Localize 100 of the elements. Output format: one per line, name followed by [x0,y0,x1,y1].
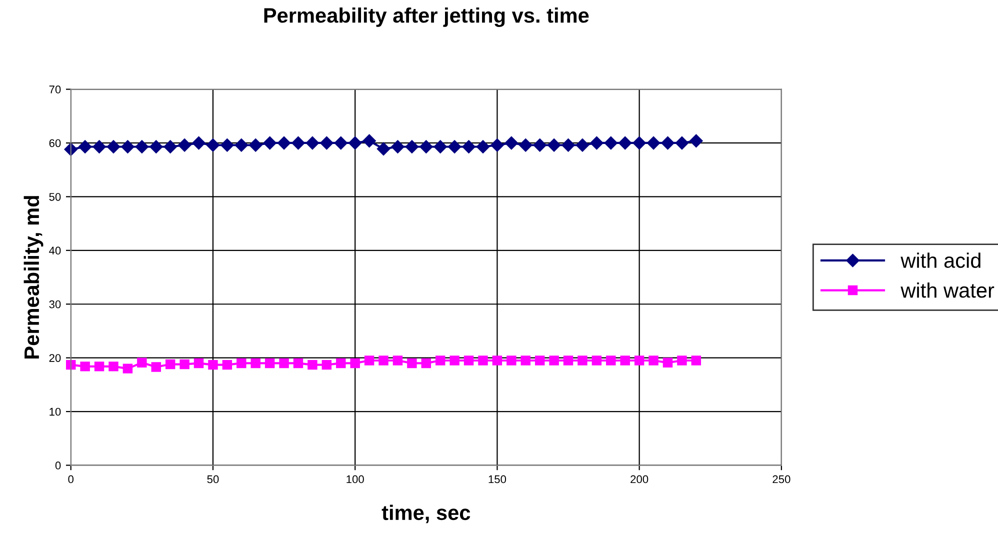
point [293,358,304,368]
point [364,356,374,366]
point [490,138,504,152]
point [434,140,447,154]
y-tick-label: 50 [49,192,61,201]
point [350,358,360,368]
point [292,136,305,150]
point [165,359,176,370]
point [334,136,348,150]
point [618,136,632,150]
point [677,356,687,366]
legend-label: with acid [900,252,980,268]
point [476,140,490,154]
point [80,362,90,372]
y-tick-label: 60 [49,139,61,148]
point [420,140,433,154]
point [249,138,262,152]
x-axis-title: time, sec [382,504,470,524]
point [520,356,530,366]
point [322,360,332,370]
point [192,136,206,150]
point [264,358,275,368]
point [620,356,630,366]
point [661,136,674,150]
point [106,140,120,154]
point [94,362,104,372]
x-tick-label: 200 [630,475,648,484]
y-tick-label: 70 [49,86,61,94]
point [208,360,218,370]
point [648,356,658,366]
point [534,356,545,366]
point [180,359,190,370]
legend-label: with water [900,282,994,298]
point [263,136,276,150]
point [405,140,419,154]
point [92,140,106,154]
point [634,356,644,366]
point [464,356,474,366]
point [478,356,488,366]
point [590,136,604,150]
point [578,356,588,366]
point [632,136,646,150]
point [150,140,163,154]
point [435,356,446,366]
y-tick-label: 30 [49,300,61,308]
point [236,358,246,368]
x-tick-label: 0 [68,475,74,484]
point [362,134,376,148]
point [592,356,602,366]
point [308,360,318,370]
point [391,140,404,154]
point [691,356,702,366]
point [306,136,320,150]
point [348,136,362,150]
point [222,360,232,370]
y-tick-label: 40 [49,246,61,255]
point [320,136,334,150]
point [606,356,616,366]
point [519,138,532,152]
point [164,140,177,154]
point [78,140,92,154]
point [277,136,291,150]
point [533,138,546,152]
point [576,138,590,152]
point [135,140,149,154]
point [549,356,559,366]
point [378,356,388,366]
point [421,358,432,368]
point [675,136,689,150]
x-tick-label: 50 [207,475,219,484]
point [108,362,118,372]
point [450,356,460,366]
point [178,138,192,152]
point [122,364,133,374]
point [250,358,260,368]
point [504,136,518,150]
point [662,358,673,368]
point [234,138,248,152]
chart-title: Permeability after jetting vs. time [264,8,589,28]
point [121,140,134,154]
x-tick-label: 250 [772,475,790,484]
point [194,358,204,368]
point [462,140,476,154]
point [376,142,390,156]
point [562,138,575,152]
x-tick-label: 100 [346,475,364,484]
point [206,138,220,152]
x-tick-label: 150 [488,475,506,484]
point [336,358,346,368]
point [563,356,574,366]
point [547,138,561,152]
point [604,136,618,150]
point [407,358,417,368]
point [492,356,502,366]
point [151,362,161,372]
point [646,136,660,150]
point [279,358,289,368]
y-tick-label: 20 [49,354,61,362]
point [392,356,403,366]
point [506,356,516,366]
